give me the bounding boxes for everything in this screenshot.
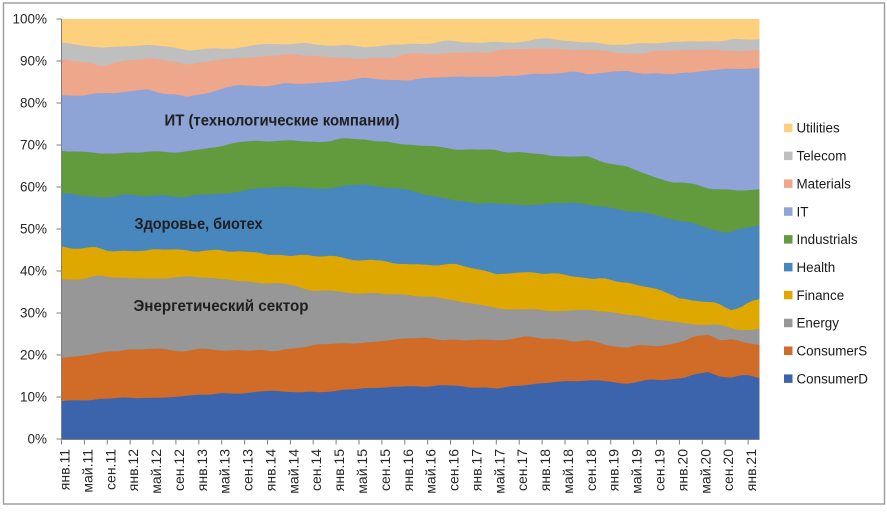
svg-text:Utilities: Utilities xyxy=(797,121,840,136)
svg-text:янв.13: янв.13 xyxy=(194,449,210,491)
svg-text:сен.19: сен.19 xyxy=(652,449,668,491)
svg-text:ИТ (технологические компании): ИТ (технологические компании) xyxy=(165,112,400,129)
svg-text:май.17: май.17 xyxy=(491,449,507,494)
svg-text:май.15: май.15 xyxy=(354,449,370,494)
svg-text:сен.18: сен.18 xyxy=(583,449,599,491)
svg-text:70%: 70% xyxy=(20,138,47,153)
svg-text:сен.15: сен.15 xyxy=(377,449,393,491)
svg-text:Industrials: Industrials xyxy=(797,232,858,247)
svg-text:40%: 40% xyxy=(20,264,47,279)
svg-text:сен.13: сен.13 xyxy=(240,449,256,491)
svg-text:Здоровье, биотех: Здоровье, биотех xyxy=(135,216,263,233)
svg-text:май.19: май.19 xyxy=(629,449,645,494)
svg-text:60%: 60% xyxy=(20,180,47,195)
svg-text:ConsumerD: ConsumerD xyxy=(797,371,869,386)
svg-text:янв.16: янв.16 xyxy=(400,449,416,491)
svg-text:май.11: май.11 xyxy=(79,449,95,493)
svg-text:Health: Health xyxy=(797,260,836,275)
svg-text:100%: 100% xyxy=(12,12,47,27)
svg-text:май.12: май.12 xyxy=(148,449,164,494)
svg-text:янв.21: янв.21 xyxy=(743,449,759,491)
svg-text:янв.19: янв.19 xyxy=(606,449,622,491)
svg-text:май.13: май.13 xyxy=(217,449,233,494)
svg-text:янв.14: янв.14 xyxy=(263,449,279,491)
svg-text:IT: IT xyxy=(797,204,809,219)
svg-text:сен.17: сен.17 xyxy=(514,449,530,491)
svg-text:май.16: май.16 xyxy=(423,449,439,494)
svg-text:ConsumerS: ConsumerS xyxy=(797,344,868,359)
svg-text:сен.12: сен.12 xyxy=(171,449,187,491)
svg-text:янв.12: янв.12 xyxy=(125,449,141,491)
svg-text:янв.17: янв.17 xyxy=(468,449,484,491)
svg-text:30%: 30% xyxy=(20,306,47,321)
svg-text:80%: 80% xyxy=(20,96,47,111)
svg-text:Finance: Finance xyxy=(797,288,845,303)
svg-text:янв.20: янв.20 xyxy=(674,449,690,491)
svg-text:сен.20: сен.20 xyxy=(720,449,736,491)
svg-text:янв.15: янв.15 xyxy=(331,449,347,491)
svg-text:сен.16: сен.16 xyxy=(446,449,462,491)
svg-text:сен.14: сен.14 xyxy=(308,449,324,491)
svg-text:0%: 0% xyxy=(27,432,47,447)
svg-text:10%: 10% xyxy=(20,390,47,405)
svg-text:май.20: май.20 xyxy=(697,449,713,494)
svg-text:май.14: май.14 xyxy=(285,449,301,494)
svg-text:Materials: Materials xyxy=(797,176,852,191)
svg-text:янв.18: янв.18 xyxy=(537,449,553,491)
svg-text:Энергетический сектор: Энергетический сектор xyxy=(134,298,309,315)
svg-text:20%: 20% xyxy=(20,348,47,363)
svg-text:Telecom: Telecom xyxy=(797,149,847,164)
svg-text:Energy: Energy xyxy=(797,316,840,331)
svg-text:янв.11: янв.11 xyxy=(57,449,73,490)
svg-text:50%: 50% xyxy=(20,222,47,237)
svg-text:май.18: май.18 xyxy=(560,449,576,494)
svg-text:сен.11: сен.11 xyxy=(102,449,118,490)
svg-text:90%: 90% xyxy=(20,54,47,69)
